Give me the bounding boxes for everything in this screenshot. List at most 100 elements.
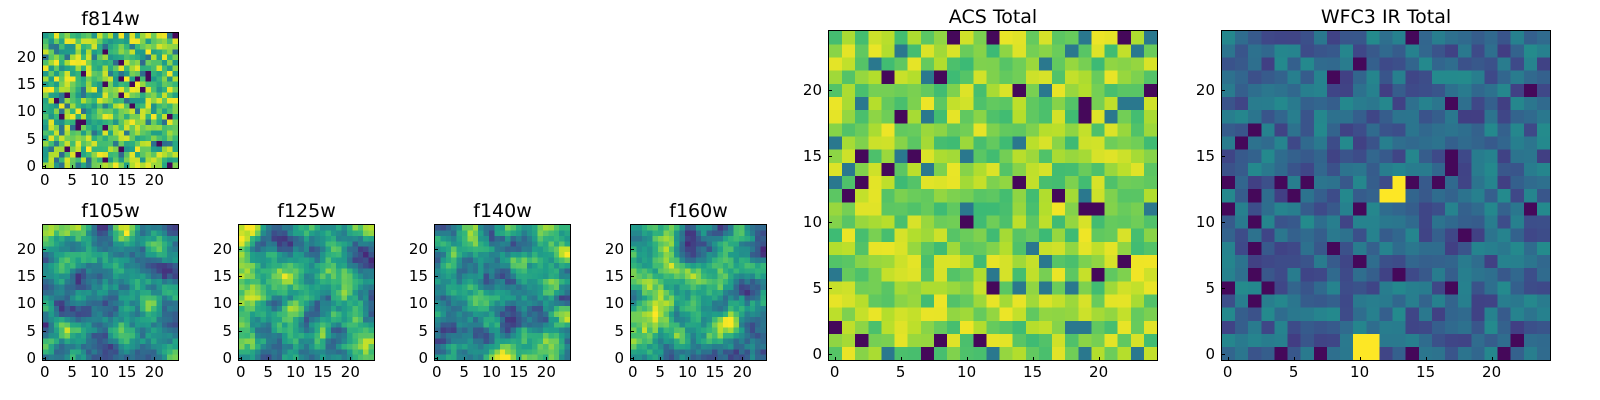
heatmap-cell bbox=[907, 136, 922, 150]
heatmap-cell bbox=[1326, 215, 1341, 229]
heatmap-cell bbox=[124, 146, 130, 152]
heatmap-cell bbox=[70, 135, 76, 142]
heatmap-cell bbox=[532, 241, 538, 247]
heatmap-cell bbox=[118, 235, 125, 242]
heatmap-cell bbox=[91, 289, 98, 296]
heatmap-cell bbox=[266, 268, 272, 274]
heatmap-cell bbox=[140, 225, 146, 231]
heatmap-cell bbox=[829, 267, 843, 282]
heatmap-cell bbox=[113, 151, 119, 158]
heatmap-cell bbox=[293, 295, 299, 301]
heatmap-cell bbox=[739, 322, 745, 328]
heatmap-cell bbox=[739, 300, 745, 307]
heatmap-cell bbox=[1261, 123, 1275, 137]
heatmap-cell bbox=[287, 235, 294, 242]
heatmap-cell bbox=[107, 349, 114, 355]
heatmap-cell bbox=[1078, 188, 1092, 203]
heatmap-cell bbox=[510, 230, 517, 236]
heatmap-cell bbox=[532, 322, 538, 328]
heatmap-cell bbox=[75, 300, 81, 307]
heatmap-cell bbox=[255, 284, 261, 290]
heatmap-cell bbox=[48, 311, 54, 317]
heatmap-cell bbox=[1274, 228, 1288, 242]
heatmap-cell bbox=[129, 295, 135, 301]
heatmap-cell bbox=[532, 349, 538, 355]
heatmap-cell bbox=[1418, 96, 1433, 111]
heatmap-cell bbox=[113, 135, 119, 142]
heatmap-cell bbox=[330, 273, 337, 280]
heatmap-cell bbox=[1510, 136, 1525, 150]
heatmap-cell bbox=[548, 343, 554, 350]
heatmap-cell bbox=[86, 87, 92, 93]
heatmap-cell bbox=[960, 70, 974, 84]
heatmap-cell bbox=[266, 241, 272, 247]
heatmap-cell bbox=[728, 279, 734, 285]
heatmap-cell bbox=[739, 273, 745, 280]
heatmap-cell bbox=[70, 114, 76, 120]
heatmap-cell bbox=[1091, 307, 1105, 321]
heatmap-cell bbox=[53, 338, 60, 344]
heatmap-cell bbox=[516, 349, 522, 355]
heatmap-cell bbox=[1065, 320, 1079, 334]
heatmap-cell bbox=[86, 97, 92, 104]
heatmap-cell bbox=[663, 262, 669, 269]
heatmap-cell bbox=[48, 81, 54, 88]
heatmap-cell bbox=[357, 235, 364, 242]
heatmap-cell bbox=[129, 76, 135, 82]
heatmap-cell bbox=[521, 349, 527, 355]
f814w-title: f814w bbox=[81, 8, 140, 30]
heatmap-cell bbox=[1117, 267, 1132, 282]
heatmap-cell bbox=[1117, 333, 1132, 348]
heatmap-cell bbox=[1261, 57, 1275, 71]
heatmap-cell bbox=[151, 108, 157, 115]
heatmap-cell bbox=[134, 119, 141, 125]
heatmap-cell bbox=[1536, 57, 1550, 71]
heatmap-cell bbox=[167, 43, 173, 50]
heatmap-cell bbox=[113, 262, 119, 269]
x-tick-label: 5 bbox=[459, 363, 469, 381]
heatmap-cell bbox=[1458, 228, 1472, 242]
heatmap-cell bbox=[652, 262, 659, 269]
heatmap-cell bbox=[907, 70, 922, 84]
heatmap-cell bbox=[1235, 123, 1249, 137]
heatmap-cell bbox=[352, 257, 358, 263]
heatmap-cell bbox=[999, 346, 1013, 360]
heatmap-cell bbox=[1274, 254, 1288, 269]
heatmap-cell bbox=[325, 306, 331, 312]
x-tick-label: 10 bbox=[1350, 363, 1370, 381]
heatmap-cell bbox=[80, 333, 87, 339]
heatmap-cell bbox=[445, 230, 452, 236]
heatmap-cell bbox=[829, 149, 843, 163]
heatmap-cell bbox=[451, 252, 457, 258]
heatmap-cell bbox=[829, 96, 843, 111]
heatmap-cell bbox=[352, 343, 358, 350]
heatmap-cell bbox=[1313, 31, 1328, 45]
heatmap-cell bbox=[478, 322, 484, 328]
heatmap-cell bbox=[140, 252, 146, 258]
heatmap-cell bbox=[309, 354, 315, 360]
heatmap-cell bbox=[690, 246, 696, 253]
heatmap-cell bbox=[537, 230, 544, 236]
heatmap-cell bbox=[124, 70, 130, 77]
heatmap-cell bbox=[347, 252, 353, 258]
heatmap-cell bbox=[842, 44, 856, 58]
heatmap-cell bbox=[526, 311, 533, 317]
heatmap-cell bbox=[1104, 31, 1118, 45]
heatmap-cell bbox=[472, 284, 479, 290]
heatmap-cell bbox=[107, 246, 114, 253]
heatmap-cell bbox=[1091, 346, 1105, 360]
heatmap-cell bbox=[744, 257, 750, 263]
heatmap-cell bbox=[647, 311, 653, 317]
heatmap-cell bbox=[636, 241, 642, 247]
heatmap-cell bbox=[1248, 136, 1262, 150]
heatmap-cell bbox=[276, 322, 283, 328]
heatmap-cell bbox=[960, 228, 974, 242]
heatmap-cell bbox=[510, 338, 517, 344]
heatmap-cell bbox=[641, 343, 648, 350]
heatmap-cell bbox=[341, 311, 348, 317]
heatmap-cell bbox=[271, 268, 277, 274]
heatmap-cell bbox=[70, 130, 76, 136]
heatmap-cell bbox=[161, 135, 168, 142]
heatmap-cell bbox=[357, 338, 364, 344]
heatmap-cell bbox=[652, 343, 659, 350]
